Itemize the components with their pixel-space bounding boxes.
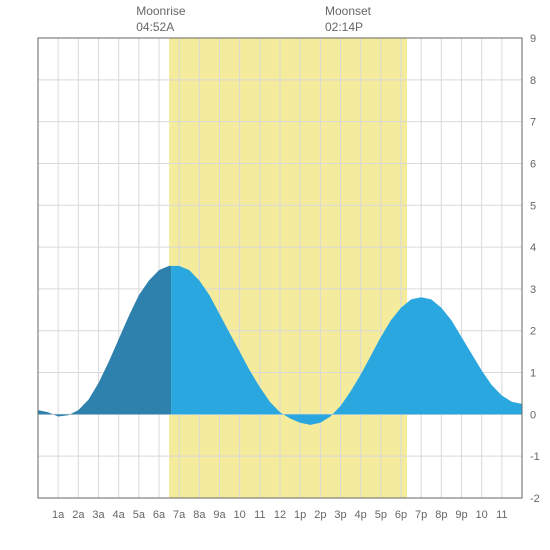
x-tick-label: 6a xyxy=(153,509,166,521)
y-tick-label: 6 xyxy=(530,158,536,170)
y-tick-label: 9 xyxy=(530,33,536,45)
x-tick-label: 5a xyxy=(133,509,146,521)
moonset-label: Moonset 02:14P xyxy=(325,4,371,35)
daylight-band xyxy=(169,38,407,498)
x-tick-label: 4a xyxy=(113,509,126,521)
x-tick-label: 7a xyxy=(173,509,186,521)
x-tick-label: 12 xyxy=(274,509,286,521)
x-tick-label: 3p xyxy=(334,509,346,521)
x-tick-label: 5p xyxy=(375,509,387,521)
moonrise-time: 04:52A xyxy=(136,20,174,34)
x-tick-label: 11 xyxy=(496,509,507,521)
x-tick-label: 4p xyxy=(355,509,367,521)
x-tick-label: 11 xyxy=(254,509,265,521)
x-tick-label: 1a xyxy=(52,509,65,521)
y-tick-label: 1 xyxy=(530,368,536,380)
x-tick-label: 3a xyxy=(92,509,105,521)
y-tick-label: 7 xyxy=(530,117,536,129)
x-tick-label: 9a xyxy=(213,509,226,521)
x-tick-label: 8a xyxy=(193,509,206,521)
x-tick-label: 2a xyxy=(72,509,85,521)
x-tick-label: 6p xyxy=(395,509,407,521)
y-tick-label: 0 xyxy=(530,409,536,421)
x-tick-label: 10 xyxy=(234,509,246,521)
x-tick-label: 10 xyxy=(476,509,488,521)
moonset-title: Moonset xyxy=(325,4,371,18)
y-tick-label: -1 xyxy=(530,451,540,463)
moonset-time: 02:14P xyxy=(325,20,363,34)
x-tick-label: 2p xyxy=(314,509,326,521)
y-tick-label: 5 xyxy=(530,200,536,212)
tide-chart: Moonrise 04:52A Moonset 02:14P -2-101234… xyxy=(0,0,550,550)
x-tick-label: 8p xyxy=(435,509,447,521)
x-tick-label: 1p xyxy=(294,509,306,521)
y-tick-label: 4 xyxy=(530,242,536,254)
x-tick-label: 9p xyxy=(455,509,467,521)
moonrise-title: Moonrise xyxy=(136,4,185,18)
y-tick-label: 3 xyxy=(530,284,536,296)
chart-svg: -2-101234567891a2a3a4a5a6a7a8a9a1011121p… xyxy=(0,0,550,550)
y-tick-label: -2 xyxy=(530,493,540,505)
moonrise-label: Moonrise 04:52A xyxy=(136,4,185,35)
y-tick-label: 8 xyxy=(530,75,536,87)
x-tick-label: 7p xyxy=(415,509,427,521)
y-tick-label: 2 xyxy=(530,326,536,338)
